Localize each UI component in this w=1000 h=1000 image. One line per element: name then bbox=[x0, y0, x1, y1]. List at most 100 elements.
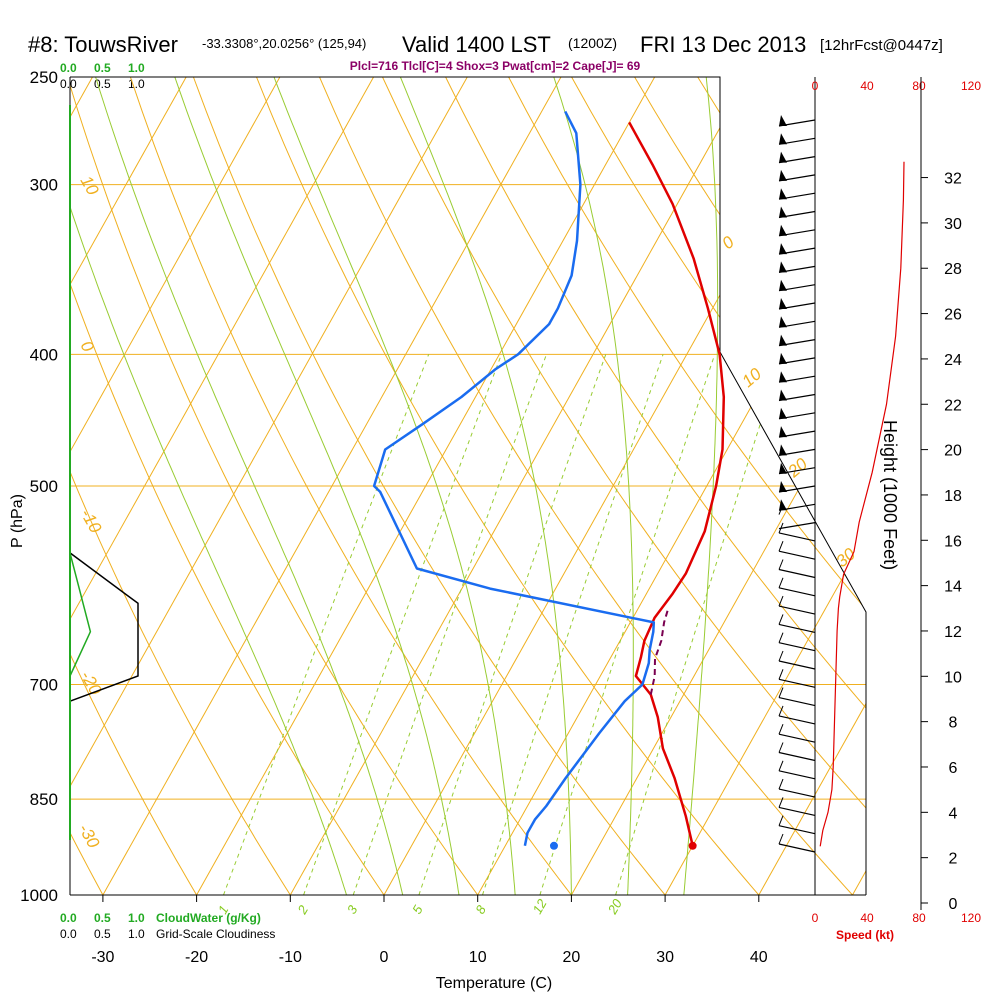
temperature-tick-label--30: -30 bbox=[91, 949, 114, 966]
wind-barb-feather bbox=[778, 724, 784, 735]
dry-adiabat-line bbox=[571, 77, 866, 895]
cloudiness-tick-bottom-2: 1.0 bbox=[128, 927, 145, 941]
wind-barb-feather bbox=[778, 778, 784, 790]
isotherm-line bbox=[852, 77, 866, 895]
temperature-tick-label--20: -20 bbox=[185, 949, 208, 966]
wind-barb-feather bbox=[778, 705, 784, 717]
dry-adiabat-label-30: 30 bbox=[832, 544, 859, 571]
wind-barb bbox=[778, 697, 816, 707]
dry-adiabat-line bbox=[823, 77, 866, 895]
wind-barb bbox=[778, 532, 816, 542]
cloudwater-tick-top-2: 1.0 bbox=[128, 61, 145, 75]
wind-barb-feather bbox=[778, 632, 784, 643]
sounding-profiles bbox=[372, 110, 726, 850]
wind-barb bbox=[778, 715, 816, 725]
pressure-tick-label-500: 500 bbox=[30, 477, 58, 496]
pressure-axis-ticks: 250 300 400 500 700 850 1000 bbox=[20, 68, 58, 905]
temperature-tick-label-10: 10 bbox=[469, 949, 487, 966]
mixing-ratio-label-5: 5 bbox=[409, 902, 426, 916]
wind-barb-flag bbox=[779, 188, 787, 200]
wind-barb bbox=[778, 623, 816, 633]
mixing-ratio-label-20: 20 bbox=[604, 896, 625, 918]
cloudiness-tick-top-1: 0.5 bbox=[94, 77, 111, 91]
height-tick-label-10: 10 bbox=[944, 669, 962, 686]
wind-barb-flag bbox=[779, 462, 787, 474]
cloudiness-scale-top: 0.0 0.5 1.0 bbox=[60, 77, 145, 91]
wind-barb-flag bbox=[779, 334, 787, 346]
wind-barb-feather bbox=[778, 687, 784, 698]
valid-time: Valid 1400 LST bbox=[402, 32, 551, 57]
wind-barb bbox=[778, 587, 816, 597]
station-title: #8: TouwsRiver bbox=[28, 32, 178, 57]
isobar-lines bbox=[70, 184, 866, 896]
height-tick-label-12: 12 bbox=[944, 624, 962, 641]
temperature-tick-label-0: 0 bbox=[380, 949, 389, 966]
pressure-tick-label-250: 250 bbox=[30, 68, 58, 87]
wind-barb-flag bbox=[779, 243, 787, 255]
cloudwater-tick-top-0: 0.0 bbox=[60, 61, 77, 75]
mixing-ratio-label-3: 3 bbox=[344, 902, 361, 916]
dry-adiabat-line bbox=[256, 77, 760, 895]
cloudiness-profile-line bbox=[69, 552, 139, 702]
height-tick-label-4: 4 bbox=[949, 805, 958, 822]
wind-barb bbox=[778, 751, 816, 762]
dry-adiabat-line bbox=[70, 77, 479, 895]
cloudwater-tick-bottom-2: 1.0 bbox=[128, 911, 145, 925]
wind-barb-flag bbox=[779, 261, 787, 273]
wind-barb bbox=[778, 825, 816, 835]
dry-adiabat-line bbox=[445, 77, 866, 895]
wind-barb bbox=[778, 522, 816, 530]
temperature-axis-ticks: -30 -20 -10 0 10 20 30 40 bbox=[91, 895, 768, 966]
parcel-trace-line bbox=[649, 607, 670, 695]
surface-dewpoint-marker bbox=[549, 841, 558, 850]
wind-speed-tick-bottom-80: 80 bbox=[912, 911, 926, 925]
cloudwater-label: CloudWater (g/Kg) bbox=[156, 911, 261, 925]
dry-adiabat-label-20: 20 bbox=[784, 454, 812, 482]
wind-barb-flag bbox=[779, 481, 787, 492]
cloudwater-tick-bottom-1: 0.5 bbox=[94, 911, 111, 925]
wind-barb bbox=[778, 568, 816, 579]
wind-barb-flag bbox=[779, 316, 787, 328]
wind-barb-flag bbox=[779, 151, 787, 163]
mixing-ratio-line bbox=[615, 354, 784, 895]
station-coords: -33.3308°,20.0256° (125,94) bbox=[202, 36, 366, 51]
wind-barb-feather bbox=[778, 742, 784, 753]
wind-barb-flag bbox=[779, 224, 787, 236]
wind-barb bbox=[778, 788, 816, 798]
isotherm-line bbox=[70, 77, 375, 895]
isotherm-label--30: -30 bbox=[75, 821, 104, 852]
wind-barb bbox=[778, 550, 816, 560]
cloudwater-scale-top: 0.0 0.5 1.0 bbox=[60, 61, 145, 75]
height-tick-label-14: 14 bbox=[944, 579, 962, 596]
temperature-tick-label-20: 20 bbox=[563, 949, 581, 966]
cloudwater-scale-bottom: 0.0 0.5 1.0 CloudWater (g/Kg) bbox=[60, 911, 261, 925]
cloudiness-tick-bottom-1: 0.5 bbox=[94, 927, 111, 941]
wind-barbs bbox=[778, 115, 816, 853]
stability-indices: Plcl=716 Tlcl[C]=4 Shox=3 Pwat[cm]=2 Cap… bbox=[350, 59, 641, 73]
isotherm-line bbox=[70, 77, 187, 895]
temperature-tick-label--10: -10 bbox=[279, 949, 302, 966]
dry-adiabat-line bbox=[70, 77, 291, 895]
height-tick-label-32: 32 bbox=[944, 171, 962, 188]
wind-barb bbox=[778, 733, 816, 743]
moist-adiabat-line bbox=[95, 77, 404, 895]
mixing-ratio-line bbox=[223, 354, 430, 895]
wind-barb bbox=[778, 678, 816, 688]
dry-adiabat-label-10: 10 bbox=[738, 364, 765, 391]
dry-adiabat-line bbox=[70, 77, 198, 895]
wind-barb-feather bbox=[778, 559, 784, 570]
wind-barb bbox=[778, 605, 816, 615]
mixing-ratio-line bbox=[539, 354, 716, 895]
wind-speed-tick-top-0: 0 bbox=[812, 79, 819, 93]
wind-barb-feather bbox=[778, 541, 784, 552]
wind-barb-feather bbox=[778, 650, 784, 662]
wind-barb-flag bbox=[779, 298, 787, 309]
height-tick-label-26: 26 bbox=[944, 307, 962, 324]
wind-barb-flag bbox=[779, 206, 787, 218]
wind-barb-feather bbox=[778, 504, 784, 515]
wind-barb-feather bbox=[778, 522, 784, 534]
surface-temperature-marker bbox=[688, 841, 697, 850]
